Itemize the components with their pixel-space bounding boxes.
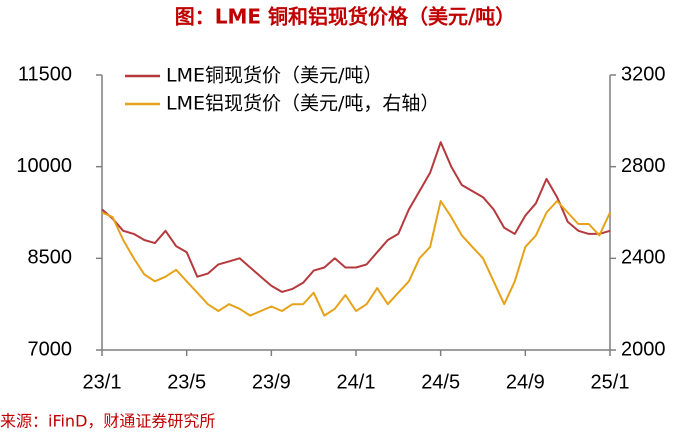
y2-tick-label: 2400 bbox=[621, 247, 666, 269]
y-tick-label: 7000 bbox=[28, 338, 73, 360]
y-tick-label: 10000 bbox=[16, 155, 72, 177]
legend-label: LME铜现货价（美元/吨） bbox=[166, 65, 382, 87]
y2-tick-label: 2000 bbox=[621, 338, 666, 360]
source: 来源：iFinD，财通证券研究所 bbox=[0, 412, 215, 431]
y2-tick-label: 3200 bbox=[621, 63, 666, 85]
x-tick-label: 25/1 bbox=[591, 371, 630, 393]
x-tick-label: 24/5 bbox=[421, 371, 460, 393]
y-tick-label: 11500 bbox=[18, 63, 72, 85]
legend-label: LME铝现货价（美元/吨，右轴） bbox=[166, 93, 439, 115]
x-tick-label: 23/9 bbox=[252, 371, 291, 393]
chart-title: 图：LME 铜和铝现货价格（美元/吨） bbox=[175, 5, 516, 29]
series-line bbox=[101, 200, 611, 317]
x-tick-label: 24/9 bbox=[506, 371, 545, 393]
y-tick-label: 8500 bbox=[28, 247, 73, 269]
x-tick-label: 23/1 bbox=[83, 371, 122, 393]
x-tick-label: 23/5 bbox=[167, 371, 206, 393]
y2-tick-label: 2800 bbox=[621, 155, 666, 177]
series-line bbox=[101, 141, 611, 293]
x-tick-label: 24/1 bbox=[337, 371, 376, 393]
